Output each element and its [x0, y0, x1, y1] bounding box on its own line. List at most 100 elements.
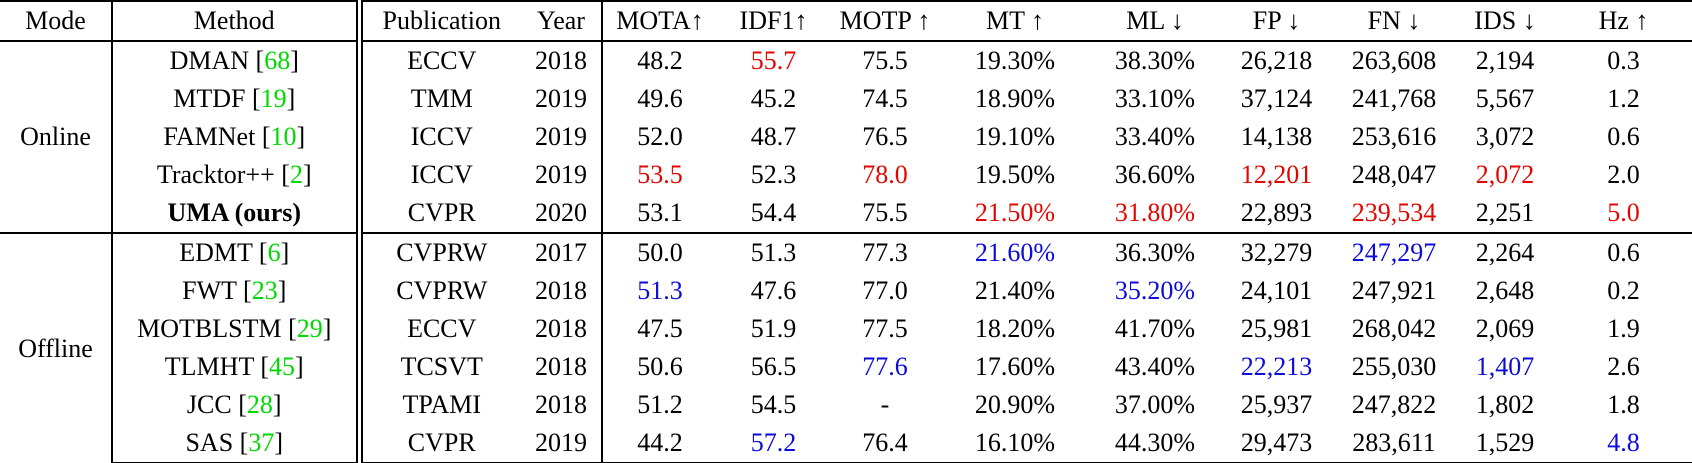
- metric-cell-hz: 0.6: [1555, 232, 1692, 272]
- year-cell: 2019: [521, 424, 603, 463]
- year-cell: 2018: [521, 310, 603, 348]
- metric-cell-ml: 31.80%: [1114, 198, 1196, 227]
- metric-cell-mt: 21.60%: [940, 232, 1090, 272]
- metric-cell-mota: 50.0: [602, 232, 717, 272]
- metric-cell-mota: 52.0: [637, 122, 683, 151]
- metric-cell-ml: 33.10%: [1114, 84, 1196, 113]
- method-name: FAMNet: [163, 122, 256, 151]
- year-cell: 2017: [521, 232, 603, 272]
- metric-cell-ml: 44.30%: [1090, 424, 1220, 463]
- metric-cell-hz: 5.0: [1607, 198, 1640, 227]
- metric-cell-idf1: 48.7: [750, 122, 797, 151]
- metric-cell-idf1: 47.6: [750, 276, 797, 305]
- metric-cell-idf1: 51.9: [750, 314, 797, 343]
- metric-cell-hz: 1.2: [1607, 84, 1640, 113]
- metric-cell-ml: 35.20%: [1114, 276, 1196, 305]
- metric-cell-ml: 36.30%: [1090, 232, 1220, 272]
- metric-cell-idf1: 51.3: [717, 232, 830, 272]
- metric-cell-idf1: 57.2: [717, 424, 830, 463]
- column-header-motp: MOTP ↑: [830, 0, 940, 42]
- method-cell: FAMNet [10]: [112, 118, 363, 156]
- metric-cell-fn: 255,030: [1351, 352, 1437, 381]
- metric-cell-mt: 17.60%: [974, 352, 1056, 381]
- citation-number: 10: [270, 122, 297, 151]
- table-row: FWT [23] CVPRW 2018 51.3 47.6 77.0 21.40% 35.20…: [0, 272, 1692, 310]
- column-header-ml: ML ↓: [1090, 0, 1220, 42]
- publication-cell: ICCV: [410, 122, 473, 151]
- metric-cell-mota: 51.2: [637, 390, 683, 419]
- metric-cell-mota: 44.2: [602, 424, 717, 463]
- metric-cell-ml: 33.40%: [1114, 122, 1196, 151]
- table-row: FAMNet [10] ICCV 2019 52.0 48.7 76.5 19.10% 33.…: [0, 118, 1692, 156]
- metric-cell-hz: 2.0: [1607, 160, 1640, 189]
- metric-cell-mt: 21.50%: [974, 198, 1056, 227]
- metric-cell-fn: 253,616: [1351, 122, 1437, 151]
- header-row: Mode Method Publication Year MOTA↑ IDF1↑ MOTP …: [0, 0, 1692, 42]
- publication-cell: ECCV: [407, 46, 477, 75]
- column-header-mode: Mode: [0, 0, 113, 42]
- method-cell: Tracktor++ [2]: [112, 156, 363, 194]
- method-name: EDMT: [179, 238, 253, 267]
- metric-cell-ml: 41.70%: [1114, 314, 1196, 343]
- method-name: MTDF: [173, 84, 246, 113]
- metric-cell-fn: 247,297: [1333, 232, 1455, 272]
- method-name: FWT: [182, 276, 237, 305]
- metric-cell-ml: 43.40%: [1114, 352, 1196, 381]
- metric-cell-fp: 37,124: [1240, 84, 1313, 113]
- metric-cell-fn: 283,611: [1333, 424, 1455, 463]
- table-header-row: Mode Method Publication Year MOTA↑ IDF1↑ MOTP …: [0, 0, 1692, 42]
- group-online: Online DMAN [68] ECCV 2018 48.2 55.7 75.5 19.30…: [0, 41, 1692, 233]
- metric-cell-mt: 18.20%: [974, 314, 1056, 343]
- metric-cell-idf1: 54.4: [750, 198, 797, 227]
- year-cell: 2019: [521, 118, 603, 156]
- column-header-ids: IDS ↓: [1455, 0, 1555, 42]
- metric-cell-fp: 12,201: [1240, 160, 1313, 189]
- metric-cell-mt: 19.50%: [974, 160, 1056, 189]
- metric-cell-ids: 1,407: [1475, 352, 1535, 381]
- metric-cell-fn: 241,768: [1351, 84, 1437, 113]
- metric-cell-fn: 263,608: [1351, 46, 1437, 75]
- metric-cell-fp: 25,937: [1240, 390, 1313, 419]
- publication-cell: ICCV: [410, 160, 473, 189]
- metric-cell-ml: 37.00%: [1114, 390, 1196, 419]
- method-name: UMA (ours): [167, 198, 302, 227]
- publication-cell: TMM: [410, 84, 473, 113]
- method-cell: EDMT [6]: [112, 232, 363, 272]
- citation-number: 6: [267, 238, 281, 267]
- metric-cell-motp: -: [880, 390, 890, 419]
- column-header-idf1: IDF1↑: [717, 0, 830, 42]
- column-header-year: Year: [521, 0, 603, 42]
- method-cell: MOTBLSTM [29]: [112, 310, 363, 348]
- metric-cell-mota: 53.1: [637, 198, 683, 227]
- table-row: TLMHT [45] TCSVT 2018 50.6 56.5 77.6 17.60% 43.…: [0, 348, 1692, 386]
- metric-cell-motp: 77.6: [862, 352, 908, 381]
- metric-cell-ids: 2,194: [1475, 46, 1535, 75]
- metric-cell-fp: 22,213: [1240, 352, 1313, 381]
- metric-cell-fp: 32,279: [1220, 232, 1333, 272]
- metric-cell-fn: 268,042: [1351, 314, 1437, 343]
- column-header-mota: MOTA↑: [602, 0, 717, 42]
- metric-cell-hz: 1.9: [1607, 314, 1640, 343]
- mode-cell: Online: [0, 41, 113, 233]
- method-name: SAS: [185, 428, 234, 457]
- table-row: MOTBLSTM [29] ECCV 2018 47.5 51.9 77.5 18.20% 4…: [0, 310, 1692, 348]
- metric-cell-ids: 2,251: [1475, 198, 1535, 227]
- metric-cell-mt: 21.40%: [974, 276, 1056, 305]
- metric-cell-ids: 1,802: [1475, 390, 1535, 419]
- metric-cell-mota: 53.5: [637, 160, 683, 189]
- metric-cell-motp: 77.5: [862, 314, 908, 343]
- column-header-hz: Hz ↑: [1555, 0, 1692, 42]
- column-header-mt: MT ↑: [940, 0, 1090, 42]
- metric-cell-motp: 74.5: [862, 84, 908, 113]
- table-row: SAS [37] CVPR 2019 44.2 57.2 76.4 16.10% 44.30%…: [0, 424, 1692, 463]
- metric-cell-fn: 239,534: [1351, 198, 1437, 227]
- metric-cell-mt: 18.90%: [974, 84, 1056, 113]
- metric-cell-hz: 2.6: [1607, 352, 1640, 381]
- metric-cell-fp: 24,101: [1240, 276, 1313, 305]
- citation-number: 2: [289, 160, 303, 189]
- metric-cell-ids: 3,072: [1475, 122, 1535, 151]
- table-row: MTDF [19] TMM 2019 49.6 45.2 74.5 18.90% 33.10%…: [0, 80, 1692, 118]
- metric-cell-motp: 77.0: [862, 276, 908, 305]
- metric-cell-motp: 76.4: [830, 424, 940, 463]
